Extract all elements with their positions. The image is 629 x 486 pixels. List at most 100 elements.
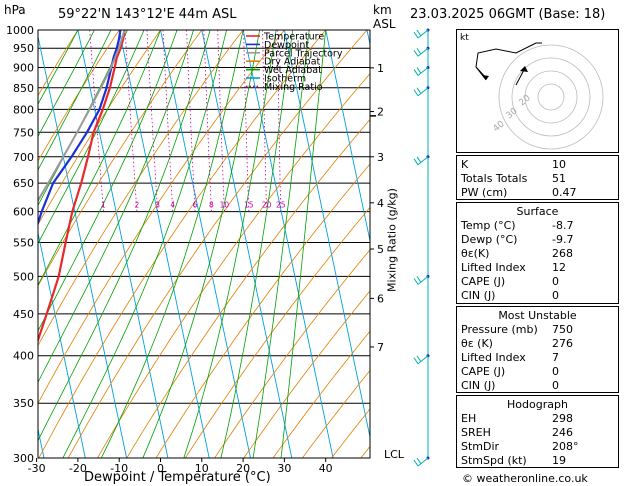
wind-barb-flag bbox=[413, 459, 419, 467]
legend-label: Dewpoint bbox=[264, 40, 309, 51]
index-row-pw: PW (cm) 0.47 bbox=[461, 186, 577, 199]
pressure-tick-label: 350 bbox=[13, 397, 34, 410]
mixing-ratio-tick-label: 25 bbox=[276, 201, 286, 210]
mixing-ratio-tick-label: 8 bbox=[209, 201, 214, 210]
series-parcel-trajectory-line bbox=[38, 30, 126, 203]
hodograph-row: StmSpd (kt) 19 bbox=[461, 454, 566, 467]
isotherm-line bbox=[38, 230, 86, 458]
wind-barb bbox=[413, 28, 430, 39]
wind-barb-flag bbox=[416, 87, 422, 95]
hodograph-title: Hodograph bbox=[507, 398, 568, 411]
mixing-ratio-line bbox=[277, 30, 282, 212]
km-tick-label: 1 bbox=[377, 62, 384, 75]
hodograph-kt-label: kt bbox=[460, 33, 469, 43]
pressure-tick-label: 400 bbox=[13, 350, 34, 363]
hodograph-ring bbox=[524, 70, 578, 124]
legend-label: Dry Adiabat bbox=[264, 57, 321, 68]
wind-barb-flag bbox=[416, 355, 422, 363]
wind-barb-flag bbox=[416, 457, 422, 465]
wind-barb-flag bbox=[413, 89, 419, 97]
pressure-tick-label: 700 bbox=[13, 151, 34, 164]
mixing-ratio-line bbox=[124, 30, 138, 212]
wind-barb bbox=[413, 155, 430, 166]
hodograph-row: EH 298 bbox=[461, 412, 573, 425]
wind-barb bbox=[413, 46, 430, 57]
wind-barb-flag bbox=[416, 47, 422, 55]
mixing-ratio-line bbox=[186, 30, 196, 212]
wind-barb-shaft bbox=[417, 276, 429, 285]
wet-adiabat-line bbox=[38, 30, 194, 384]
most-unstable-row: Pressure (mb) 750 bbox=[461, 323, 573, 336]
wet-adiabat-line bbox=[38, 30, 79, 105]
credit-text: © weatheronline.co.uk bbox=[462, 472, 588, 485]
mixing-ratio-tick-label: 6 bbox=[193, 201, 198, 210]
pressure-tick-label: 900 bbox=[13, 61, 34, 74]
wind-barb-flag bbox=[416, 276, 422, 283]
dry-adiabat-line bbox=[38, 30, 79, 97]
x-tick-label: 30 bbox=[277, 462, 291, 475]
wind-barb-shaft bbox=[417, 29, 429, 39]
wet-adiabat-line bbox=[100, 30, 244, 458]
surface-table: Surface Temp (°C) -8.7 Dewp (°C) -9.7 θε(K… bbox=[456, 202, 619, 304]
wind-barb-flag bbox=[413, 31, 419, 39]
dry-adiabat-line bbox=[272, 330, 370, 458]
isotherm-line bbox=[0, 30, 3, 458]
wet-adiabat-line bbox=[38, 30, 178, 332]
mixing-ratio-line bbox=[162, 30, 174, 212]
mixing-ratio-line bbox=[217, 30, 225, 212]
dry-adiabat-line bbox=[155, 163, 370, 458]
pressure-tick-label: 750 bbox=[13, 126, 34, 139]
pressure-tick-label: 500 bbox=[13, 270, 34, 283]
mixing-ratio-line bbox=[203, 30, 212, 212]
mixing-ratio-tick-label: 15 bbox=[244, 201, 254, 210]
wind-barb-flag bbox=[413, 357, 419, 365]
km-tick-label: 3 bbox=[377, 151, 384, 164]
mixing-ratio-line bbox=[262, 30, 267, 212]
x-tick-label: 40 bbox=[319, 462, 333, 475]
wind-barb-flag bbox=[416, 29, 422, 37]
wind-barb bbox=[413, 86, 430, 97]
legend-label: Temperature bbox=[263, 32, 324, 43]
hodograph-arrowhead bbox=[482, 75, 489, 80]
wind-barb-shaft bbox=[417, 67, 429, 76]
dry-adiabat-line bbox=[67, 30, 368, 458]
pressure-tick-label: 800 bbox=[13, 103, 34, 116]
wind-barb-shaft bbox=[417, 355, 429, 365]
x-tick-label: -30 bbox=[28, 462, 46, 475]
wet-adiabat-line bbox=[252, 30, 310, 458]
pressure-tick-label: 600 bbox=[13, 206, 34, 219]
wind-barb-flag bbox=[413, 158, 419, 166]
x-tick-label: -20 bbox=[69, 462, 87, 475]
datetime-title: 23.03.2025 06GMT (Base: 18) bbox=[410, 7, 606, 22]
dry-adiabat-line bbox=[38, 30, 120, 162]
surface-row: Dewp (°C) -9.7 bbox=[461, 233, 574, 246]
wind-barb bbox=[413, 274, 430, 285]
mixing-ratio-tick-label: 2 bbox=[135, 201, 140, 210]
pressure-tick-label: 650 bbox=[13, 177, 34, 190]
most-unstable-row: CIN (J) 0 bbox=[461, 379, 559, 392]
wind-barb-flag bbox=[416, 67, 422, 74]
wet-adiabat-line bbox=[38, 30, 211, 442]
dry-adiabat-line bbox=[38, 30, 161, 226]
km-tick-label: 4 bbox=[377, 197, 384, 210]
isotherm-line bbox=[283, 30, 370, 440]
pressure-tick-label: 450 bbox=[13, 308, 34, 321]
legend-label: Isotherm bbox=[264, 74, 306, 85]
wet-adiabat-line bbox=[38, 30, 161, 286]
dry-adiabat-line bbox=[38, 30, 203, 287]
wind-barb-flag bbox=[416, 156, 422, 164]
most-unstable-row: Lifted Index 7 bbox=[461, 351, 559, 364]
km-tick-label: 2 bbox=[377, 106, 384, 119]
hodograph: kt 40 30 20 bbox=[456, 29, 619, 153]
pressure-tick-label: 950 bbox=[13, 42, 34, 55]
hodograph-table: Hodograph EH 298 SREH 246 StmDir 208° StmSp… bbox=[456, 395, 619, 468]
pressure-tick-label: 1000 bbox=[6, 24, 34, 37]
mixing-ratio-tick-label: 3 bbox=[155, 201, 160, 210]
isotherm-line bbox=[38, 34, 128, 458]
wind-barb bbox=[413, 65, 430, 76]
mixing-ratio-line bbox=[89, 30, 104, 212]
isotherm-line bbox=[325, 30, 370, 243]
series-temperature-line bbox=[38, 30, 126, 344]
wind-barb-flag bbox=[413, 69, 419, 76]
mixing-ratio-tick-label: 10 bbox=[220, 201, 230, 210]
